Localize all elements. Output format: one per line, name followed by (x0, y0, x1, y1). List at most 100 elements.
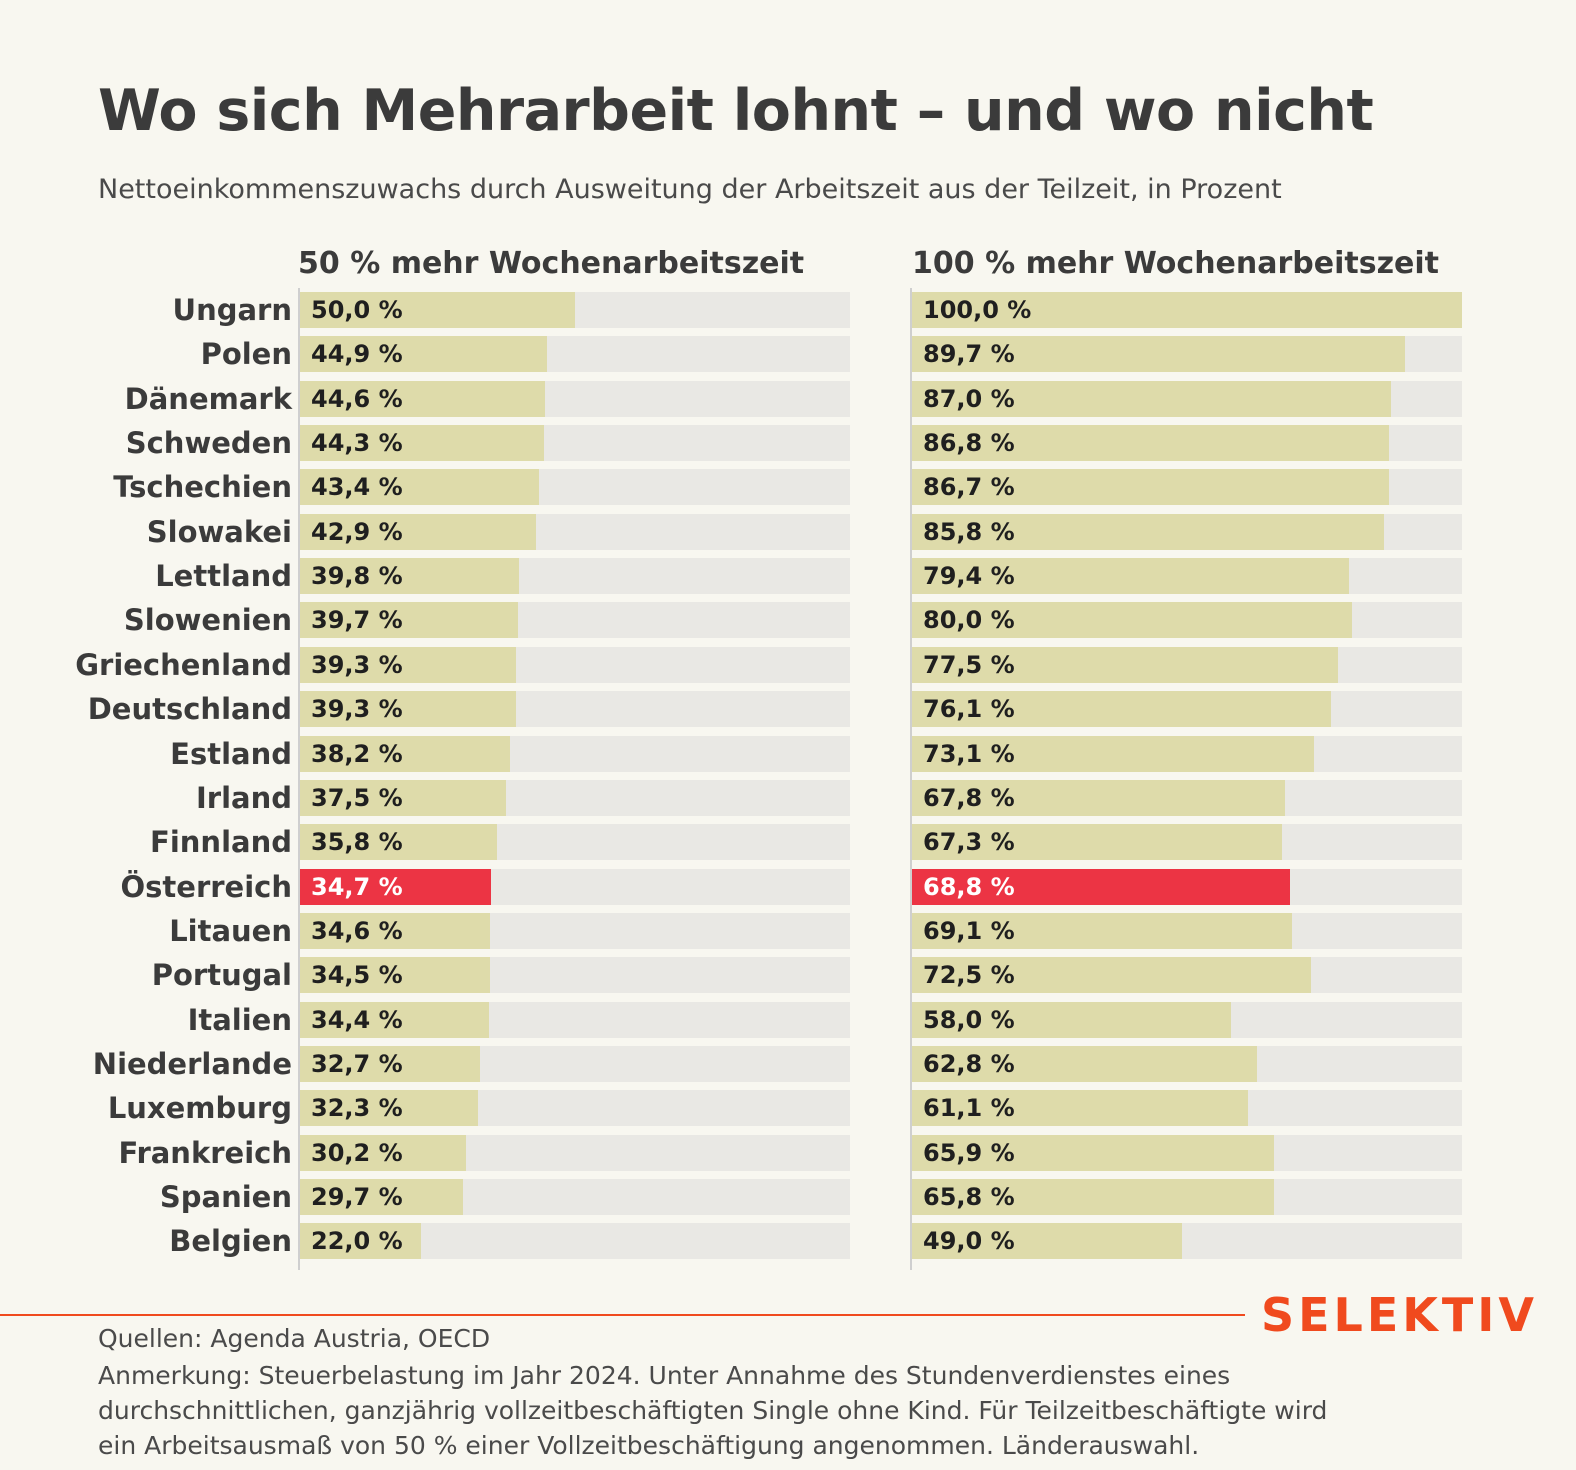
bar-track: 38,2 % (300, 735, 850, 772)
bar (300, 1223, 421, 1260)
bar (300, 1090, 478, 1127)
bar-highlight (300, 868, 491, 905)
bar (300, 513, 536, 550)
data-label: 49,0 % (923, 1227, 1015, 1256)
bar-track: 62,8 % (912, 1045, 1462, 1082)
bar-track: 39,3 % (300, 646, 850, 683)
bar-track: 34,5 % (300, 957, 850, 994)
bar (912, 824, 1283, 861)
bar (912, 1179, 1274, 1215)
category-label: Griechenland (75, 647, 292, 682)
bar (300, 824, 497, 861)
bar-track: 68,8 % (912, 868, 1462, 905)
panel-title-100: 100 % mehr Wochenarbeitszeit (912, 246, 1440, 281)
bar-track: 61,1 % (912, 1090, 1462, 1127)
divider-rule (0, 1314, 1245, 1316)
bar-track: 39,8 % (300, 558, 850, 595)
data-label: 100,0 % (923, 296, 1032, 324)
axis-line-right (910, 288, 912, 1270)
bar (300, 469, 539, 506)
category-label: Irland (195, 780, 292, 815)
bar-track: 100,0 % (912, 292, 1462, 328)
data-label: 39,8 % (311, 562, 403, 591)
bar (300, 912, 491, 949)
data-label: 34,4 % (311, 1005, 403, 1034)
bar (912, 1090, 1249, 1127)
data-label: 69,1 % (923, 916, 1015, 945)
bar (300, 1001, 490, 1038)
bar-track: 39,3 % (300, 691, 850, 728)
bar (300, 957, 490, 994)
bar (912, 602, 1352, 639)
bar (912, 735, 1315, 772)
bar-track: 44,9 % (300, 336, 850, 373)
bar (912, 912, 1293, 949)
bar-track: 73,1 % (912, 735, 1462, 772)
bar-track: 65,8 % (912, 1179, 1462, 1215)
bar-track: 50,0 % (300, 292, 850, 328)
axis-line-left (298, 288, 300, 1270)
category-label: Estland (170, 736, 292, 771)
data-label: 65,9 % (923, 1138, 1015, 1167)
category-label: Slowenien (123, 603, 292, 638)
bar (300, 602, 519, 639)
category-label: Frankreich (118, 1135, 292, 1170)
category-label: Spanien (159, 1180, 292, 1214)
data-label: 58,0 % (923, 1005, 1015, 1034)
data-label: 61,1 % (923, 1094, 1015, 1123)
bar (300, 336, 547, 373)
bar-track: 34,7 % (300, 868, 850, 905)
bar (912, 779, 1285, 816)
data-label: 50,0 % (311, 296, 403, 324)
bar (912, 1223, 1182, 1260)
category-label: Österreich (120, 869, 293, 904)
category-label: Dänemark (124, 381, 292, 416)
category-label: Finnland (150, 825, 292, 860)
data-label: 67,8 % (923, 783, 1015, 812)
bar (912, 1134, 1275, 1171)
bar (912, 380, 1391, 417)
bar (912, 1045, 1258, 1082)
bar-track: 44,3 % (300, 425, 850, 462)
bar-track: 34,4 % (300, 1001, 850, 1038)
category-label: Ungarn (172, 293, 292, 327)
bar (912, 691, 1331, 728)
bar-track: 89,7 % (912, 336, 1462, 373)
bar (300, 292, 575, 328)
category-label: Luxemburg (107, 1091, 292, 1126)
data-label: 89,7 % (923, 340, 1015, 369)
bar-track: 85,8 % (912, 513, 1462, 550)
bar (912, 425, 1390, 462)
bar-track: 58,0 % (912, 1001, 1462, 1038)
data-label: 39,3 % (311, 650, 403, 679)
data-label: 34,6 % (311, 916, 403, 945)
bar-track: 22,0 % (300, 1223, 850, 1260)
panel-title-50: 50 % mehr Wochenarbeitszeit (298, 246, 805, 281)
bar-track: 76,1 % (912, 691, 1462, 728)
data-label: 30,2 % (311, 1138, 403, 1167)
category-label: Portugal (151, 958, 292, 993)
bar (912, 513, 1384, 550)
bar (300, 425, 544, 462)
bar (912, 336, 1406, 373)
category-label: Belgien (169, 1224, 292, 1259)
bar-track: 32,3 % (300, 1090, 850, 1127)
data-label: 87,0 % (923, 384, 1015, 413)
category-label: Lettland (155, 559, 292, 594)
data-label: 38,2 % (311, 739, 403, 768)
bar-track: 32,7 % (300, 1045, 850, 1082)
data-label: 39,3 % (311, 695, 403, 724)
bar (300, 1045, 480, 1082)
bar-track: 37,5 % (300, 779, 850, 816)
data-label: 39,7 % (311, 606, 403, 635)
bar (912, 646, 1339, 683)
data-label: 65,8 % (923, 1183, 1015, 1211)
data-label: 29,7 % (311, 1183, 403, 1211)
data-label: 72,5 % (923, 961, 1015, 990)
bar-track: 87,0 % (912, 380, 1462, 417)
bar-track: 77,5 % (912, 646, 1462, 683)
data-label: 80,0 % (923, 606, 1015, 635)
category-label: Schweden (125, 426, 292, 461)
data-label: 62,8 % (923, 1049, 1015, 1078)
chart-subtitle: Nettoeinkommenszuwachs durch Ausweitung … (98, 174, 1282, 205)
